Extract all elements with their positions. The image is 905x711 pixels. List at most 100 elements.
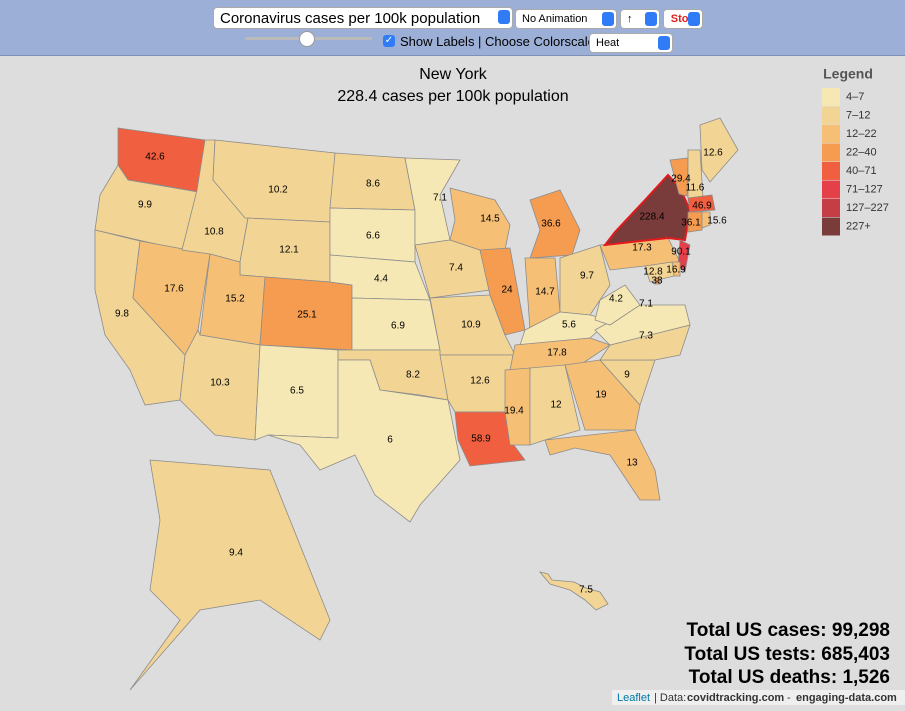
state-label: 9.4 <box>229 548 243 559</box>
state-label: 36.1 <box>681 218 701 229</box>
state-label: 38 <box>651 276 663 287</box>
legend-label: 7–12 <box>846 109 870 121</box>
state <box>538 571 609 611</box>
attribution-text: | Data: <box>654 692 686 704</box>
legend-label: 12–22 <box>846 128 877 140</box>
state-label: 24 <box>501 285 513 296</box>
state <box>544 429 661 501</box>
legend-label: 127–227 <box>846 202 889 214</box>
state-label: 19 <box>595 390 607 401</box>
slider-thumb[interactable] <box>299 31 315 47</box>
state-label: 7.1 <box>639 299 653 310</box>
state <box>594 284 641 326</box>
state-label: 228.4 <box>639 212 664 223</box>
state <box>509 337 611 371</box>
metric-select[interactable]: Coronavirus cases per 100k population <box>213 7 513 29</box>
state-label: 10.3 <box>210 378 230 389</box>
state-label: 11.6 <box>686 183 705 194</box>
state-label: 4.4 <box>374 274 388 285</box>
legend-swatch <box>822 217 840 236</box>
state-label: 13 <box>626 458 638 469</box>
stop-button[interactable]: Stop <box>663 9 703 29</box>
show-labels-text: Show Labels | Choose Colorscale: <box>400 34 599 49</box>
state-label: 9 <box>624 370 630 381</box>
legend-label: 4–7 <box>846 91 864 103</box>
state <box>504 367 531 446</box>
state-label: 14.7 <box>535 287 555 298</box>
state-label: 12.8 <box>643 267 663 278</box>
state-label: 6.9 <box>391 321 405 332</box>
state-label: 25.1 <box>297 310 317 321</box>
state <box>529 364 581 446</box>
state-label: 6.5 <box>290 386 304 397</box>
state-label: 14.5 <box>480 214 500 225</box>
labels-checkbox[interactable]: ✓ <box>383 35 395 47</box>
state-label: 29.4 <box>671 174 691 185</box>
state-label: 4.2 <box>609 294 623 305</box>
state <box>669 157 689 197</box>
legend-label: 227+ <box>846 220 871 232</box>
state <box>129 459 331 691</box>
legend-swatch <box>822 106 840 125</box>
state-label: 17.8 <box>547 348 567 359</box>
state-label: 9.7 <box>580 271 594 282</box>
state <box>267 359 461 523</box>
state-label: 10.8 <box>204 227 224 238</box>
state-label: 19.4 <box>504 406 524 417</box>
leaflet-link[interactable]: Leaflet <box>617 692 650 704</box>
legend-swatch <box>822 88 840 106</box>
state <box>677 239 691 273</box>
state-label: 12.6 <box>703 148 723 159</box>
legend-swatch <box>822 125 840 143</box>
attribution-source: covidtracking.com <box>687 692 784 704</box>
state-label: 15.6 <box>707 216 727 227</box>
legend-label: 22–40 <box>846 146 877 158</box>
map-subtitle: 228.4 cases per 100k population <box>337 88 568 105</box>
state <box>701 211 711 229</box>
state-label: 46.9 <box>692 201 712 212</box>
state-label: 8.6 <box>366 179 380 190</box>
legend-swatch <box>822 143 840 162</box>
state <box>687 211 703 233</box>
state-label: 12.6 <box>470 376 490 387</box>
state-label: 5.6 <box>562 320 576 331</box>
direction-select[interactable]: ↑ <box>620 9 660 29</box>
toolbar: Coronavirus cases per 100k population No… <box>0 0 905 56</box>
state-label: 17.6 <box>164 284 184 295</box>
attribution-source: engaging-data.com <box>796 692 897 704</box>
legend-title: Legend <box>823 66 873 82</box>
state-label: 12 <box>550 400 562 411</box>
total-deaths: Total US deaths: 1,526 <box>689 667 890 688</box>
state <box>687 194 716 213</box>
state-label: 10.9 <box>461 320 481 331</box>
state <box>654 277 661 285</box>
state-label: 12.1 <box>279 245 299 256</box>
state-label: 36.6 <box>541 219 561 230</box>
colorscale-select[interactable]: Heat <box>589 33 673 53</box>
animation-select[interactable]: No Animation <box>515 9 617 29</box>
state <box>564 359 641 431</box>
state <box>644 261 675 283</box>
total-cases: Total US cases: 99,298 <box>687 620 890 641</box>
state-label: 7.3 <box>639 331 653 342</box>
state-label: 9.8 <box>115 309 129 320</box>
state-label: 7.5 <box>579 585 593 596</box>
legend-swatch <box>822 162 840 180</box>
state-label: 7.4 <box>449 263 463 274</box>
legend-label: 40–71 <box>846 165 877 177</box>
state-label: 6.6 <box>366 231 380 242</box>
state-label: 58.9 <box>471 434 491 445</box>
attribution-separator: - <box>787 692 791 704</box>
legend-swatch <box>822 199 840 217</box>
state-label: 16.9 <box>666 265 686 276</box>
state-label: 17.3 <box>632 243 652 254</box>
map-title: New York <box>419 66 488 83</box>
legend-swatch <box>822 180 840 199</box>
attribution-bg <box>612 690 905 705</box>
state <box>479 247 526 336</box>
legend-label: 71–127 <box>846 183 883 195</box>
state-label: 9.9 <box>138 200 152 211</box>
state <box>699 117 739 183</box>
